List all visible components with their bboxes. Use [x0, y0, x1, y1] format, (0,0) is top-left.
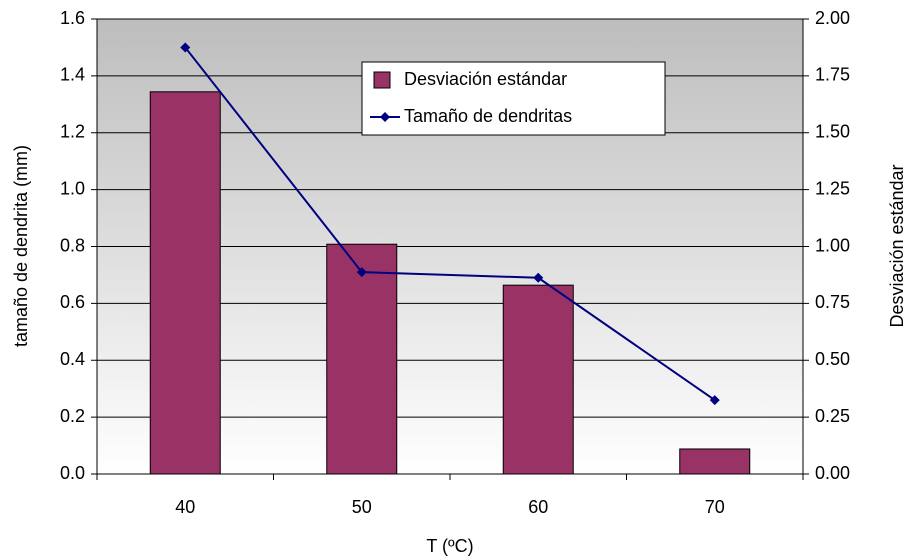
y-tick-label: 0.6: [60, 292, 85, 312]
legend: [361, 61, 666, 136]
legend-swatch: [373, 71, 391, 89]
y-tick-label: 1.2: [60, 122, 85, 142]
y-tick-label: 1.6: [60, 8, 85, 28]
y2-tick-label: 1.25: [815, 178, 850, 198]
marker: [709, 395, 720, 406]
marker: [180, 42, 191, 53]
bar: [149, 91, 221, 475]
x-tick-label: 60: [528, 497, 548, 517]
y-tick-label: 1.4: [60, 65, 85, 85]
x-tick-label: 50: [352, 497, 372, 517]
x-axis-label: T (ºC): [426, 536, 473, 556]
y-tick-label: 0.4: [60, 349, 85, 369]
legend-label: Tamaño de dendritas: [404, 106, 572, 126]
bar: [326, 243, 398, 475]
x-tick-label: 40: [175, 497, 195, 517]
y2-tick-label: 0.50: [815, 349, 850, 369]
y2-tick-label: 0.00: [815, 463, 850, 483]
line: [184, 46, 716, 401]
y2-tick-label: 2.00: [815, 8, 850, 28]
marker: [533, 272, 544, 283]
legend-marker: [380, 112, 390, 122]
bar: [679, 448, 751, 475]
y-tick-label: 0.8: [60, 235, 85, 255]
y2-tick-label: 1.75: [815, 65, 850, 85]
y2-tick-label: 0.75: [815, 292, 850, 312]
bar: [502, 284, 574, 475]
marker: [356, 267, 367, 278]
y-tick-label: 0.2: [60, 406, 85, 426]
x-tick-label: 70: [705, 497, 725, 517]
y-tick-label: 0.0: [60, 463, 85, 483]
y2-tick-label: 0.25: [815, 406, 850, 426]
legend-label: Desviación estándar: [404, 69, 567, 89]
y2-tick-label: 1.50: [815, 122, 850, 142]
y-axis-label: tamaño de dendrita (mm): [11, 145, 31, 347]
y2-tick-label: 1.00: [815, 235, 850, 255]
y2-axis-label: Desviación estándar: [887, 164, 907, 327]
y-tick-label: 1.0: [60, 178, 85, 198]
